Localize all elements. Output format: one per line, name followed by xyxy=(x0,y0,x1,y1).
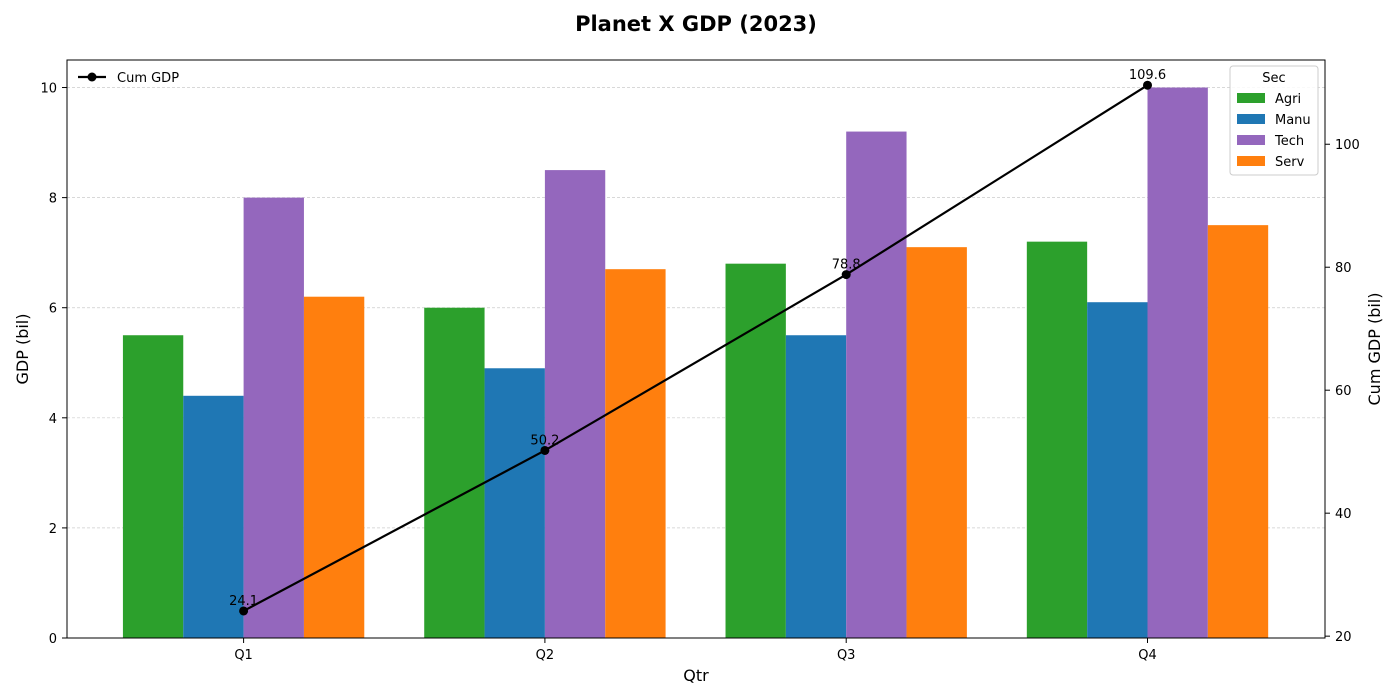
cumulative-data-label: 109.6 xyxy=(1129,68,1166,83)
legend-label-serv: Serv xyxy=(1275,155,1305,170)
y-tick-label: 6 xyxy=(49,302,57,317)
legend-swatch-serv xyxy=(1237,156,1265,166)
x-tick-label: Q3 xyxy=(837,648,856,663)
cumulative-line-path xyxy=(243,84,1149,612)
bar-serv-q1 xyxy=(303,296,365,638)
y-tick-label: 8 xyxy=(49,192,57,207)
x-axis-label: Qtr xyxy=(683,666,709,685)
bar-agri-q2 xyxy=(424,307,485,638)
x-tick-label: Q2 xyxy=(536,648,555,663)
bar-serv-q4 xyxy=(1207,225,1269,638)
cumulative-data-label: 24.1 xyxy=(229,594,258,609)
bar-tech-q3 xyxy=(846,131,907,639)
cumulative-line: 24.1 50.2 78.8 109.6 xyxy=(229,68,1166,616)
x-axis: Q1 Q2 Q3 Q4 xyxy=(234,638,1157,663)
y-tick-label: 2 xyxy=(49,522,57,537)
bar-manu-q3 xyxy=(785,335,847,638)
line-legend-label: Cum GDP xyxy=(117,71,179,86)
bar-manu-q4 xyxy=(1087,302,1148,638)
y2-tick-label: 60 xyxy=(1335,384,1352,399)
y-tick-label: 10 xyxy=(40,82,57,97)
y-axis-label: GDP (bil) xyxy=(13,314,32,385)
x-tick-label: Q4 xyxy=(1138,648,1157,663)
x-tick-label: Q1 xyxy=(234,648,253,663)
legend-label-agri: Agri xyxy=(1275,92,1301,107)
legend-swatch-manu xyxy=(1237,114,1265,124)
y2-axis-label: Cum GDP (bil) xyxy=(1365,293,1384,406)
cumulative-point xyxy=(1143,80,1152,90)
bar-tech-q4 xyxy=(1147,87,1208,639)
plot-frame xyxy=(66,59,1326,639)
bar-agri-q4 xyxy=(1026,241,1088,638)
y-axis-left: 0 2 4 6 8 10 xyxy=(40,82,67,647)
legend-label-tech: Tech xyxy=(1274,134,1304,149)
bar-agri-q3 xyxy=(725,263,786,638)
y-tick-label: 0 xyxy=(49,632,57,647)
bar-tech-q1 xyxy=(243,197,304,638)
chart-title: Planet X GDP (2023) xyxy=(575,12,817,36)
line-legend: Cum GDP xyxy=(78,71,179,86)
cumulative-point xyxy=(239,606,249,616)
y2-tick-label: 20 xyxy=(1335,630,1352,645)
cumulative-point xyxy=(841,270,851,280)
y-tick-label: 4 xyxy=(49,412,57,427)
cumulative-data-label: 50.2 xyxy=(530,433,559,448)
y2-tick-label: 80 xyxy=(1335,261,1352,276)
y2-tick-label: 100 xyxy=(1335,138,1360,153)
y-axis-right: 20 40 60 80 100 xyxy=(1325,138,1360,645)
cumulative-data-label: 78.8 xyxy=(832,258,861,273)
bar-legend: Sec Agri Manu Tech Serv xyxy=(1229,65,1319,176)
legend-swatch-tech xyxy=(1237,135,1265,145)
legend-swatch-agri xyxy=(1237,93,1265,103)
bar-manu-q2 xyxy=(484,368,545,638)
y2-tick-label: 40 xyxy=(1335,507,1352,522)
bar-manu-q1 xyxy=(183,395,244,638)
bar-agri-q1 xyxy=(122,335,184,638)
bars xyxy=(122,87,1269,639)
bar-serv-q2 xyxy=(605,269,666,638)
legend-label-manu: Manu xyxy=(1275,113,1311,128)
bar-legend-title: Sec xyxy=(1262,71,1285,86)
bar-serv-q3 xyxy=(906,247,967,638)
cumulative-point xyxy=(540,445,550,455)
bar-tech-q2 xyxy=(544,170,606,638)
